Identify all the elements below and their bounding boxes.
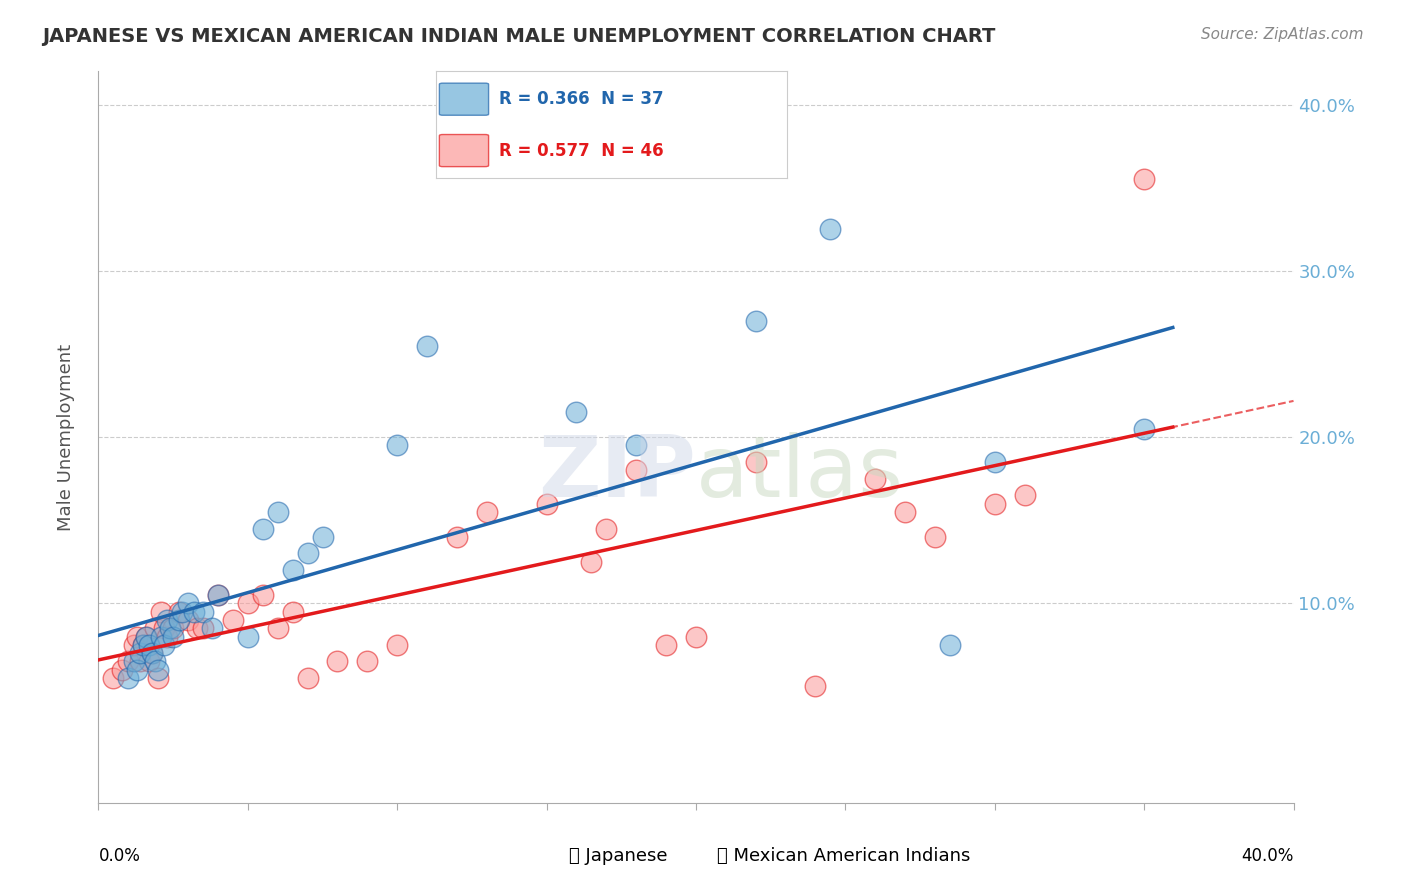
- Point: [183, 605, 205, 619]
- Point: [894, 505, 917, 519]
- Point: [117, 655, 139, 669]
- Point: [297, 671, 319, 685]
- Point: [1133, 172, 1156, 186]
- Point: [156, 613, 179, 627]
- Text: atlas: atlas: [696, 432, 904, 516]
- Point: [536, 497, 558, 511]
- Point: [252, 521, 274, 535]
- Point: [138, 638, 160, 652]
- Point: [153, 621, 176, 635]
- Point: [326, 655, 349, 669]
- Point: [167, 613, 190, 627]
- Point: [132, 638, 155, 652]
- Point: [281, 605, 304, 619]
- Point: [745, 314, 768, 328]
- Point: [984, 455, 1007, 469]
- FancyBboxPatch shape: [439, 135, 489, 167]
- Point: [172, 605, 194, 619]
- Point: [626, 438, 648, 452]
- Point: [281, 563, 304, 577]
- Text: ⬜ Mexican American Indians: ⬜ Mexican American Indians: [717, 847, 970, 865]
- Point: [141, 646, 163, 660]
- Point: [939, 638, 962, 652]
- Point: [186, 621, 208, 635]
- Point: [446, 530, 468, 544]
- Point: [177, 596, 200, 610]
- Point: [267, 505, 290, 519]
- Point: [162, 621, 184, 635]
- Y-axis label: Male Unemployment: Male Unemployment: [56, 343, 75, 531]
- Point: [475, 505, 498, 519]
- Point: [820, 222, 842, 236]
- Point: [207, 588, 229, 602]
- Point: [924, 530, 946, 544]
- Point: [745, 455, 768, 469]
- Text: ⬜ Japanese: ⬜ Japanese: [569, 847, 668, 865]
- Point: [111, 663, 134, 677]
- Point: [177, 613, 200, 627]
- Text: Source: ZipAtlas.com: Source: ZipAtlas.com: [1201, 27, 1364, 42]
- Point: [267, 621, 290, 635]
- Point: [685, 630, 707, 644]
- Point: [143, 655, 166, 669]
- Point: [135, 630, 157, 644]
- Point: [153, 638, 176, 652]
- Point: [103, 671, 125, 685]
- Point: [804, 680, 827, 694]
- Point: [162, 630, 184, 644]
- Point: [865, 472, 887, 486]
- Point: [581, 555, 603, 569]
- Text: 0.0%: 0.0%: [98, 847, 141, 865]
- Point: [129, 646, 152, 660]
- Point: [143, 621, 166, 635]
- Point: [236, 630, 259, 644]
- Point: [655, 638, 678, 652]
- Point: [191, 605, 214, 619]
- Point: [135, 630, 157, 644]
- Point: [252, 588, 274, 602]
- Point: [297, 546, 319, 560]
- Point: [138, 655, 160, 669]
- Point: [626, 463, 648, 477]
- Point: [385, 438, 409, 452]
- Text: R = 0.577  N = 46: R = 0.577 N = 46: [499, 142, 664, 160]
- Point: [207, 588, 229, 602]
- Point: [167, 605, 190, 619]
- Point: [416, 338, 439, 352]
- Point: [159, 621, 181, 635]
- Point: [132, 638, 155, 652]
- Point: [565, 405, 588, 419]
- Point: [127, 663, 149, 677]
- Point: [984, 497, 1007, 511]
- Point: [356, 655, 378, 669]
- Point: [595, 521, 617, 535]
- Text: ZIP: ZIP: [538, 432, 696, 516]
- FancyBboxPatch shape: [439, 83, 489, 115]
- Point: [150, 605, 173, 619]
- Point: [1014, 488, 1036, 502]
- Point: [148, 671, 170, 685]
- Text: JAPANESE VS MEXICAN AMERICAN INDIAN MALE UNEMPLOYMENT CORRELATION CHART: JAPANESE VS MEXICAN AMERICAN INDIAN MALE…: [42, 27, 995, 45]
- Point: [141, 646, 163, 660]
- Point: [124, 655, 146, 669]
- Point: [129, 655, 152, 669]
- Point: [236, 596, 259, 610]
- Point: [191, 621, 214, 635]
- Point: [222, 613, 245, 627]
- Point: [1133, 422, 1156, 436]
- Point: [385, 638, 409, 652]
- Point: [201, 621, 224, 635]
- Point: [148, 663, 170, 677]
- Point: [150, 630, 173, 644]
- Text: R = 0.366  N = 37: R = 0.366 N = 37: [499, 90, 664, 108]
- Point: [127, 630, 149, 644]
- Point: [311, 530, 333, 544]
- Point: [156, 630, 179, 644]
- Text: 40.0%: 40.0%: [1241, 847, 1294, 865]
- Point: [117, 671, 139, 685]
- Point: [124, 638, 146, 652]
